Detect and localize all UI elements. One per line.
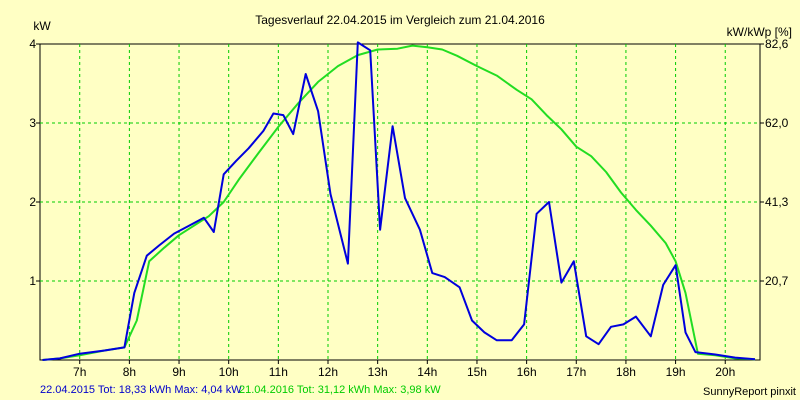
y-axis-left-label: kW (33, 19, 51, 33)
x-tick-label: 20h (715, 365, 735, 379)
y-tick-label-right: 20,7 (765, 274, 789, 288)
y-tick-label-left: 1 (29, 274, 36, 288)
y-tick-label-left: 3 (29, 116, 36, 130)
x-tick-label: 14h (417, 365, 437, 379)
x-tick-label: 8h (123, 365, 136, 379)
x-tick-label: 19h (666, 365, 686, 379)
y-tick-label-right: 41,3 (765, 195, 789, 209)
y-tick-label-left: 2 (29, 195, 36, 209)
series-lines (42, 41, 756, 361)
credit-text: SunnyReport pinxit (703, 386, 796, 398)
series-line-22-04-2015 (42, 41, 756, 361)
y-tick-label-right: 82,6 (765, 37, 789, 51)
y-axis-right-label: kW/kWp [%] (727, 25, 792, 39)
x-tick-label: 15h (467, 365, 487, 379)
legend-series-2015: 22.04.2015 Tot: 18,33 kWh Max: 4,04 kW (40, 384, 242, 396)
y-tick-label-left: 4 (29, 37, 36, 51)
x-tick-label: 7h (73, 365, 86, 379)
x-tick-label: 18h (616, 365, 636, 379)
x-tick-label: 12h (318, 365, 338, 379)
y-tick-label-right: 62,0 (765, 116, 789, 130)
series-line-21-04-2016 (42, 44, 756, 361)
x-tick-label: 9h (172, 365, 185, 379)
x-tick-label: 10h (219, 365, 239, 379)
x-tick-label: 11h (269, 365, 288, 379)
tick-labels: 7h 8h 9h 10h 11h 12h 13h 14h 15h 16h 17h 18h 19h 20h 1… (29, 37, 788, 379)
x-tick-label: 16h (517, 365, 537, 379)
x-tick-label: 13h (368, 365, 388, 379)
legend-series-2016: 21.04.2016 Tot: 31,12 kWh Max: 3,98 kW (239, 384, 441, 396)
x-tick-label: 17h (566, 365, 586, 379)
chart-title: Tagesverlauf 22.04.2015 im Vergleich zum… (255, 13, 545, 27)
